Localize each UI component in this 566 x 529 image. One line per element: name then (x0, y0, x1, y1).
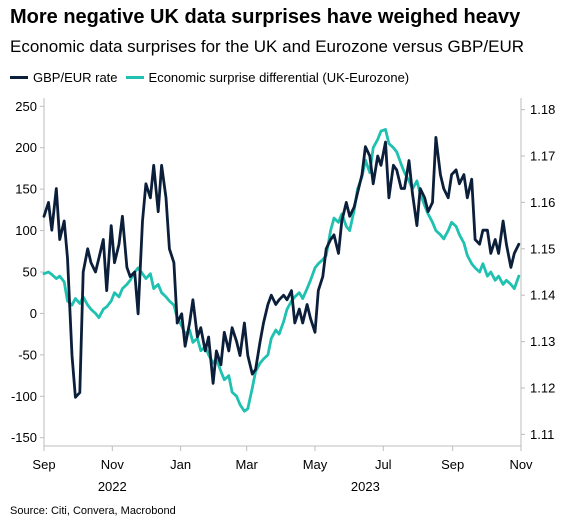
legend-item-surprise: Economic surprise differential (UK-Euroz… (125, 70, 410, 85)
right-tick-label: 1.14 (530, 288, 555, 303)
right-tick-label: 1.17 (530, 149, 555, 164)
source-note: Source: Citi, Convera, Macrobond (10, 505, 176, 517)
legend-swatch-surprise (125, 76, 144, 79)
x-tick-label: Sep (32, 457, 55, 472)
year-label: 2022 (98, 479, 127, 494)
chart-tick-labels: 250 200 150 100 50 0 -50 -100 -150 1.18 1.17 1.16 1.… (11, 99, 555, 494)
left-tick-label: -100 (11, 389, 37, 404)
right-tick-label: 1.16 (530, 195, 555, 210)
x-tick-label: Jul (375, 457, 392, 472)
left-tick-label: 0 (30, 306, 37, 321)
x-tick-label: Sep (441, 457, 464, 472)
left-tick-label: -50 (18, 347, 37, 362)
legend-item-gbp-eur: GBP/EUR rate (10, 70, 118, 85)
legend-label-gbp-eur: GBP/EUR rate (33, 70, 118, 85)
left-tick-label: 200 (15, 140, 37, 155)
right-tick-label: 1.13 (530, 334, 555, 349)
left-tick-label: 100 (15, 223, 37, 238)
chart-legend: GBP/EUR rate Economic surprise different… (10, 70, 417, 85)
left-tick-label: 150 (15, 182, 37, 197)
left-tick-label: 250 (15, 99, 37, 114)
right-tick-label: 1.15 (530, 241, 555, 256)
left-tick-label: -150 (11, 430, 37, 445)
legend-label-surprise: Economic surprise differential (UK-Euroz… (148, 70, 410, 85)
x-tick-label: May (303, 457, 328, 472)
x-tick-label: Mar (235, 457, 258, 472)
left-tick-label: 50 (23, 265, 37, 280)
series-line-surprise (42, 128, 521, 413)
right-tick-label: 1.18 (530, 102, 555, 117)
chart-title: More negative UK data surprises have wei… (10, 6, 521, 28)
chart-lines (42, 128, 521, 413)
series-line-gbp-eur (42, 136, 521, 399)
x-tick-label: Nov (509, 457, 533, 472)
year-label: 2023 (351, 479, 380, 494)
right-tick-label: 1.11 (530, 427, 554, 442)
chart-axes (40, 98, 525, 451)
chart-subtitle: Economic data surprises for the UK and E… (10, 37, 525, 56)
x-tick-label: Nov (101, 457, 125, 472)
x-tick-label: Jan (170, 457, 191, 472)
right-tick-label: 1.12 (530, 381, 555, 396)
legend-swatch-gbp-eur (10, 76, 28, 79)
